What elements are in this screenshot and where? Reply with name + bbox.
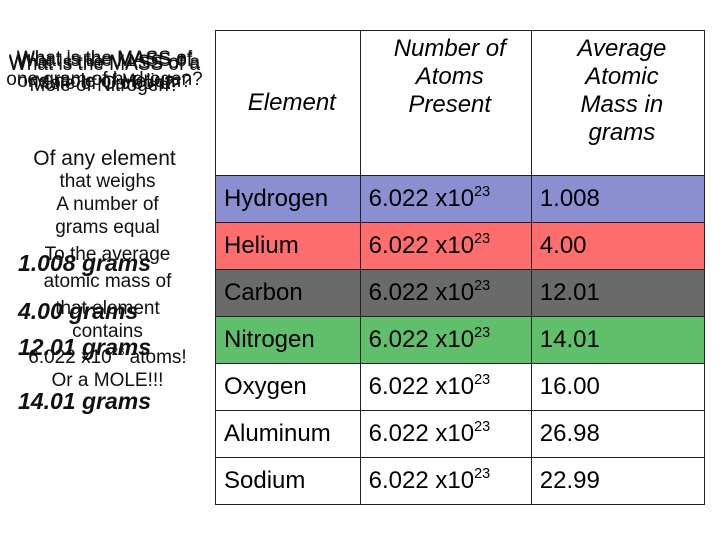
element-cell: Oxygen <box>215 363 361 411</box>
table-row: Helium 6.022 x1023 4.00 <box>215 222 706 270</box>
heading-overprint: Of any element <box>33 147 176 170</box>
header-atoms: Number of Atoms Present <box>359 30 532 176</box>
statement-line-1: that weighs <box>59 171 156 192</box>
element-cell: Nitrogen <box>215 316 361 364</box>
avogadro-count: 6.022 x1023 atoms! <box>28 345 187 368</box>
statement-line-7: contains <box>72 321 143 342</box>
element-cell: Sodium <box>215 457 361 505</box>
atoms-cell: 6.022 x1023 <box>359 175 532 223</box>
atoms-cell: 6.022 x1023 <box>359 410 532 458</box>
statement-line-3: grams equal <box>55 217 160 238</box>
question-overprint-1: What is the MASS of one gram of hydrogen… <box>6 48 203 90</box>
element-cell: Aluminum <box>215 410 361 458</box>
mass-cell: 12.01 <box>530 269 706 317</box>
statement-line-4: To the average <box>44 244 171 265</box>
mass-cell: 16.00 <box>530 363 706 411</box>
mass-cell: 1.008 <box>530 175 706 223</box>
closing-line: Or a MOLE!!! <box>51 370 164 391</box>
atoms-cell: 6.022 x1023 <box>359 363 532 411</box>
question-overprint-4: What is the MASS of a Mole of Nitrogen? <box>8 54 201 96</box>
mass-cell: 4.00 <box>530 222 706 270</box>
question-overprint-2: What is the MASS of one mole of Helium? <box>16 50 193 92</box>
mass-cell: 26.98 <box>530 410 706 458</box>
mole-statement: that weighs A number of grams equal To t… <box>0 170 215 392</box>
statement-line-6: that element <box>55 298 160 319</box>
header-element: Element <box>215 30 361 176</box>
table-row: Carbon 6.022 x1023 12.01 <box>215 269 706 317</box>
atoms-cell: 6.022 x1023 <box>359 316 532 364</box>
table-row: Nitrogen 6.022 x1023 14.01 <box>215 316 706 364</box>
header-mass: Average Atomic Mass in grams <box>530 30 706 176</box>
atoms-cell: 6.022 x1023 <box>359 222 532 270</box>
grams-answer-4: 14.01 grams <box>18 388 151 414</box>
element-cell: Helium <box>215 222 361 270</box>
mass-cell: 22.99 <box>530 457 706 505</box>
atoms-cell: 6.022 x1023 <box>359 269 532 317</box>
table-row: Sodium 6.022 x1023 22.99 <box>215 457 706 505</box>
mass-cell: 14.01 <box>530 316 706 364</box>
explanation-panel: What is the MASS of one gram of hydrogen… <box>0 0 215 540</box>
atoms-cell: 6.022 x1023 <box>359 457 532 505</box>
element-cell: Carbon <box>215 269 361 317</box>
question-overprint-3: What is the MASS of a Mole of Carbon? <box>8 52 201 94</box>
grams-answer-1: 1.008 grams <box>18 250 151 276</box>
mole-table: Element Number of Atoms Present Average … <box>215 30 706 505</box>
grams-answer-2: 4.00 grams <box>18 298 139 324</box>
table-header-row: Element Number of Atoms Present Average … <box>215 30 706 176</box>
grams-answer-3: 12.01 grams <box>18 334 151 360</box>
element-cell: Hydrogen <box>215 175 361 223</box>
table-row: Hydrogen 6.022 x1023 1.008 <box>215 175 706 223</box>
statement-line-5: atomic mass of <box>43 271 172 292</box>
table-row: Aluminum 6.022 x1023 26.98 <box>215 410 706 458</box>
table-row: Oxygen 6.022 x1023 16.00 <box>215 363 706 411</box>
statement-line-2: A number of <box>56 194 159 215</box>
